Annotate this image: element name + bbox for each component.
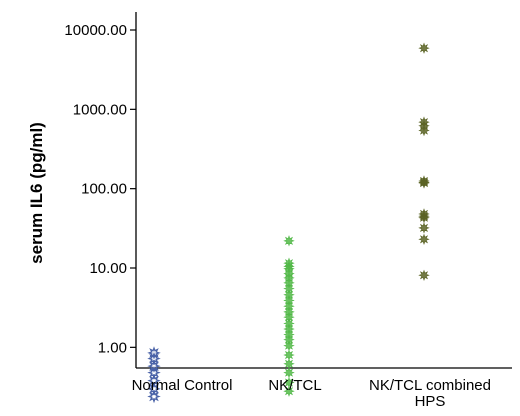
y-tick-label: 1.00 <box>98 339 127 356</box>
data-point <box>283 235 295 247</box>
data-point <box>418 42 430 54</box>
data-point <box>418 212 430 224</box>
data-point <box>147 389 161 404</box>
data-point <box>418 222 430 234</box>
axes <box>135 12 512 369</box>
y-axis-title: serum IL6 (pg/ml) <box>27 122 46 264</box>
x-category-label: Normal Control <box>132 377 233 394</box>
data-point <box>283 366 295 379</box>
data-point <box>147 346 161 360</box>
y-tick-label: 100.00 <box>81 181 127 198</box>
data-point <box>418 233 430 245</box>
y-tick-label: 10000.00 <box>64 22 127 39</box>
data-point <box>418 177 430 189</box>
y-tick-label: 1000.00 <box>73 101 127 118</box>
data-point <box>418 124 430 137</box>
y-tick-label: 10.00 <box>89 260 127 277</box>
data-point <box>147 351 161 366</box>
x-category-label: HPS <box>415 393 446 410</box>
x-category-label: NK/TCL combined <box>369 377 491 394</box>
data-points <box>147 42 430 404</box>
x-category-label: NK/TCL <box>268 377 321 394</box>
data-point <box>283 385 295 397</box>
data-point <box>147 359 161 373</box>
data-point <box>283 339 295 352</box>
data-point <box>418 269 430 281</box>
